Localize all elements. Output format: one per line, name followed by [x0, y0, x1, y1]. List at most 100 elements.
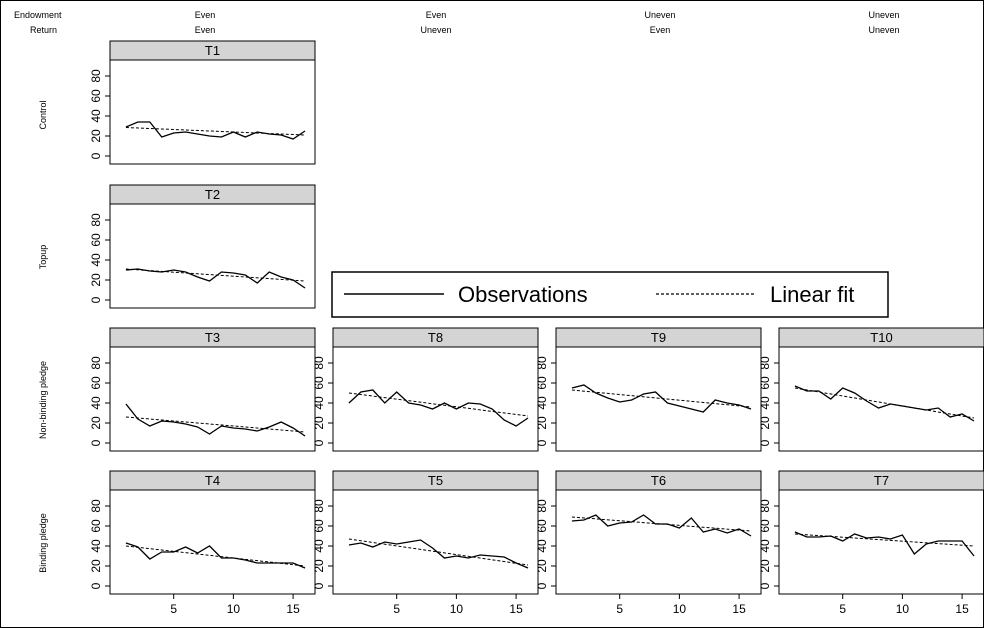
y-tick-label-t10-0: 0: [758, 439, 772, 446]
y-tick-label-t5-40: 40: [312, 539, 326, 553]
panel-title-t2: T2: [205, 187, 220, 202]
panel-frame-t2: [109, 203, 316, 309]
y-tick-label-t9-60: 60: [535, 376, 549, 390]
x-tick-label-t5-5: 5: [393, 602, 400, 616]
panel-frame-t9: [555, 346, 762, 452]
linear-fit-line-t10: [794, 387, 975, 419]
x-tick-label-t7-5: 5: [839, 602, 846, 616]
x-tick-label-t7-15: 15: [955, 602, 969, 616]
col2-return: Uneven: [420, 25, 451, 35]
row-label-topup: Topup: [38, 245, 48, 270]
panels-group: T1020406080T2020406080T3020406080T802040…: [89, 40, 984, 616]
y-tick-label-t4-0: 0: [89, 582, 103, 589]
observations-line-t2: [125, 268, 306, 289]
panel-title-t7: T7: [874, 473, 889, 488]
x-tick-label-t4-5: 5: [170, 602, 177, 616]
y-tick-label-t6-0: 0: [535, 582, 549, 589]
y-tick-label-t8-40: 40: [312, 396, 326, 410]
observations-line-t6: [571, 514, 752, 537]
x-tick-label-t4-15: 15: [286, 602, 300, 616]
x-tick-label-t6-15: 15: [732, 602, 746, 616]
x-tick-label-t7-10: 10: [896, 602, 910, 616]
y-tick-label-t3-40: 40: [89, 396, 103, 410]
observations-line-t9: [571, 384, 752, 413]
col1-endowment: Even: [195, 10, 216, 20]
panel-frame-t10: [778, 346, 984, 452]
observations-line-t3: [125, 403, 306, 437]
panel-t10: T10 0 20 40 60 80: [758, 327, 984, 452]
header-left-return: Return: [30, 25, 57, 35]
panel-frame-t7: [778, 489, 984, 595]
y-tick-label-t2-20: 20: [89, 273, 103, 287]
y-tick-label-t1-0: 0: [89, 152, 103, 159]
y-tick-label-t5-60: 60: [312, 519, 326, 533]
panel-frame-t3: [109, 346, 316, 452]
y-tick-label-t7-60: 60: [758, 519, 772, 533]
panel-t4: T4 0 20 40 60 80 5 10 15: [89, 470, 316, 616]
panel-frame-t6: [555, 489, 762, 595]
row-label-non-binding-pledge: Non-binding pledge: [38, 361, 48, 439]
y-tick-label-t1-60: 60: [89, 89, 103, 103]
x-tick-label-t6-10: 10: [673, 602, 687, 616]
y-tick-label-t9-40: 40: [535, 396, 549, 410]
panel-frame-t4: [109, 489, 316, 595]
y-tick-label-t9-20: 20: [535, 416, 549, 430]
y-tick-label-t8-0: 0: [312, 439, 326, 446]
linear-fit-line-t8: [348, 392, 529, 417]
panel-t3: T3 0 20 40 60 80: [89, 327, 316, 452]
col4-return: Uneven: [868, 25, 899, 35]
panel-t5: T5 0 20 40 60 80 5 10 15: [312, 470, 539, 616]
y-tick-label-t4-80: 80: [89, 499, 103, 513]
panel-frame-t5: [332, 489, 539, 595]
y-tick-label-t10-80: 80: [758, 356, 772, 370]
y-tick-label-t9-80: 80: [535, 356, 549, 370]
legend-linear-fit-label: Linear fit: [770, 282, 854, 307]
col4-endowment: Uneven: [868, 10, 899, 20]
panel-title-t3: T3: [205, 330, 220, 345]
y-tick-label-t2-0: 0: [89, 296, 103, 303]
y-tick-label-t3-80: 80: [89, 356, 103, 370]
panel-t2: T2 0 20 40 60 80: [89, 184, 316, 309]
observations-line-t7: [794, 531, 975, 557]
y-tick-label-t2-80: 80: [89, 213, 103, 227]
x-tick-label-t5-15: 15: [509, 602, 523, 616]
panel-title-t8: T8: [428, 330, 443, 345]
x-tick-label-t6-5: 5: [616, 602, 623, 616]
panel-t6: T6 0 20 40 60 80 5 10 15: [535, 470, 762, 616]
col1-return: Even: [195, 25, 216, 35]
y-tick-label-t10-60: 60: [758, 376, 772, 390]
y-tick-label-t8-60: 60: [312, 376, 326, 390]
panel-t7: T7 0 20 40 60 80 5 10 15: [758, 470, 984, 616]
y-tick-label-t6-40: 40: [535, 539, 549, 553]
y-tick-label-t7-0: 0: [758, 582, 772, 589]
col3-return: Even: [650, 25, 671, 35]
y-tick-label-t3-0: 0: [89, 439, 103, 446]
panel-title-t10: T10: [870, 330, 892, 345]
col2-endowment: Even: [426, 10, 447, 20]
panel-t9: T9 0 20 40 60 80: [535, 327, 762, 452]
panel-title-t4: T4: [205, 473, 220, 488]
panel-frame-t8: [332, 346, 539, 452]
y-tick-label-t4-60: 60: [89, 519, 103, 533]
y-tick-label-t6-60: 60: [535, 519, 549, 533]
row-label-control: Control: [38, 100, 48, 129]
y-tick-label-t7-80: 80: [758, 499, 772, 513]
panel-title-t1: T1: [205, 43, 220, 58]
y-tick-label-t10-40: 40: [758, 396, 772, 410]
y-tick-label-t3-60: 60: [89, 376, 103, 390]
linear-fit-line-t4: [125, 545, 306, 567]
x-tick-label-t4-10: 10: [227, 602, 241, 616]
panel-t8: T8 0 20 40 60 80: [312, 327, 539, 452]
header-left-endowment: Endowment: [14, 10, 62, 20]
y-tick-label-t5-20: 20: [312, 559, 326, 573]
panel-title-t9: T9: [651, 330, 666, 345]
col3-endowment: Uneven: [644, 10, 675, 20]
panel-t1: T1 0 20 40 60 80: [89, 40, 316, 165]
y-tick-label-t7-20: 20: [758, 559, 772, 573]
observations-line-t5: [348, 539, 529, 569]
y-tick-label-t7-40: 40: [758, 539, 772, 553]
legend: Observations Linear fit: [331, 271, 889, 318]
y-tick-label-t1-20: 20: [89, 129, 103, 143]
y-tick-label-t4-20: 20: [89, 559, 103, 573]
